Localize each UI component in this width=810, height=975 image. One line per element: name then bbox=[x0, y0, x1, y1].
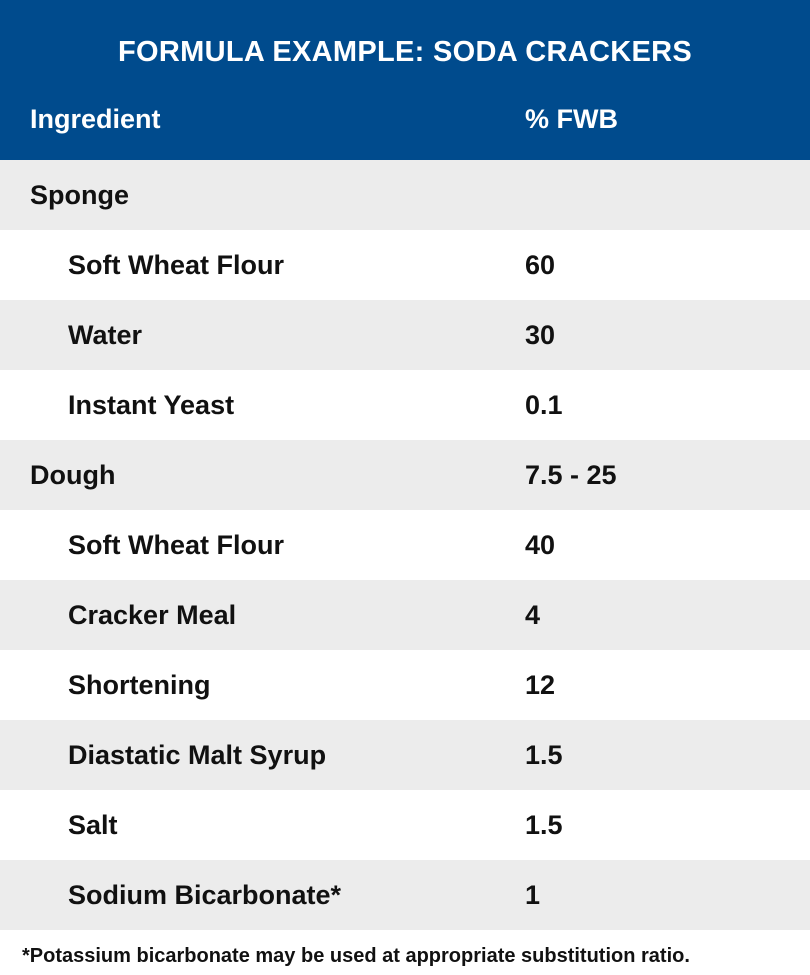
row-value: 7.5 - 25 bbox=[525, 460, 617, 490]
table-header: FORMULA EXAMPLE: SODA CRACKERS Ingredien… bbox=[0, 0, 810, 160]
row-value: 12 bbox=[525, 670, 556, 700]
table-row: Water 30 bbox=[0, 300, 810, 370]
row-value: 30 bbox=[525, 320, 556, 350]
table-row: Soft Wheat Flour 40 bbox=[0, 510, 810, 580]
table-row: Dough 7.5 - 25 bbox=[0, 440, 810, 510]
row-value: 4 bbox=[525, 600, 541, 630]
table-row: Soft Wheat Flour 60 bbox=[0, 230, 810, 300]
table-row: Instant Yeast 0.1 bbox=[0, 370, 810, 440]
table-row: Salt 1.5 bbox=[0, 790, 810, 860]
column-header-ingredient: Ingredient bbox=[30, 104, 161, 134]
row-ingredient: Sponge bbox=[30, 180, 129, 210]
row-ingredient: Soft Wheat Flour bbox=[68, 530, 284, 560]
row-ingredient: Dough bbox=[30, 460, 116, 490]
table-row: Diastatic Malt Syrup 1.5 bbox=[0, 720, 810, 790]
table-title: FORMULA EXAMPLE: SODA CRACKERS bbox=[118, 36, 692, 68]
row-ingredient: Shortening bbox=[68, 670, 211, 700]
row-ingredient: Cracker Meal bbox=[68, 600, 237, 630]
row-ingredient: Water bbox=[68, 320, 143, 350]
row-value: 40 bbox=[525, 530, 556, 560]
row-value: 1 bbox=[525, 880, 541, 910]
table-row: Cracker Meal 4 bbox=[0, 580, 810, 650]
row-value: 0.1 bbox=[525, 390, 563, 420]
table-row: Sponge bbox=[0, 160, 810, 230]
column-header-fwb: % FWB bbox=[525, 104, 618, 134]
row-value: 1.5 bbox=[525, 810, 563, 840]
footnote: *Potassium bicarbonate may be used at ap… bbox=[22, 945, 690, 967]
row-ingredient: Instant Yeast bbox=[68, 390, 235, 420]
row-value: 1.5 bbox=[525, 740, 563, 770]
row-value: 60 bbox=[525, 250, 556, 280]
formula-table: FORMULA EXAMPLE: SODA CRACKERS Ingredien… bbox=[0, 0, 810, 930]
row-ingredient: Sodium Bicarbonate* bbox=[68, 880, 342, 910]
table-row: Sodium Bicarbonate* 1 bbox=[0, 860, 810, 930]
table-row: Shortening 12 bbox=[0, 650, 810, 720]
row-ingredient: Salt bbox=[68, 810, 118, 840]
row-ingredient: Diastatic Malt Syrup bbox=[68, 740, 327, 770]
row-ingredient: Soft Wheat Flour bbox=[68, 250, 284, 280]
